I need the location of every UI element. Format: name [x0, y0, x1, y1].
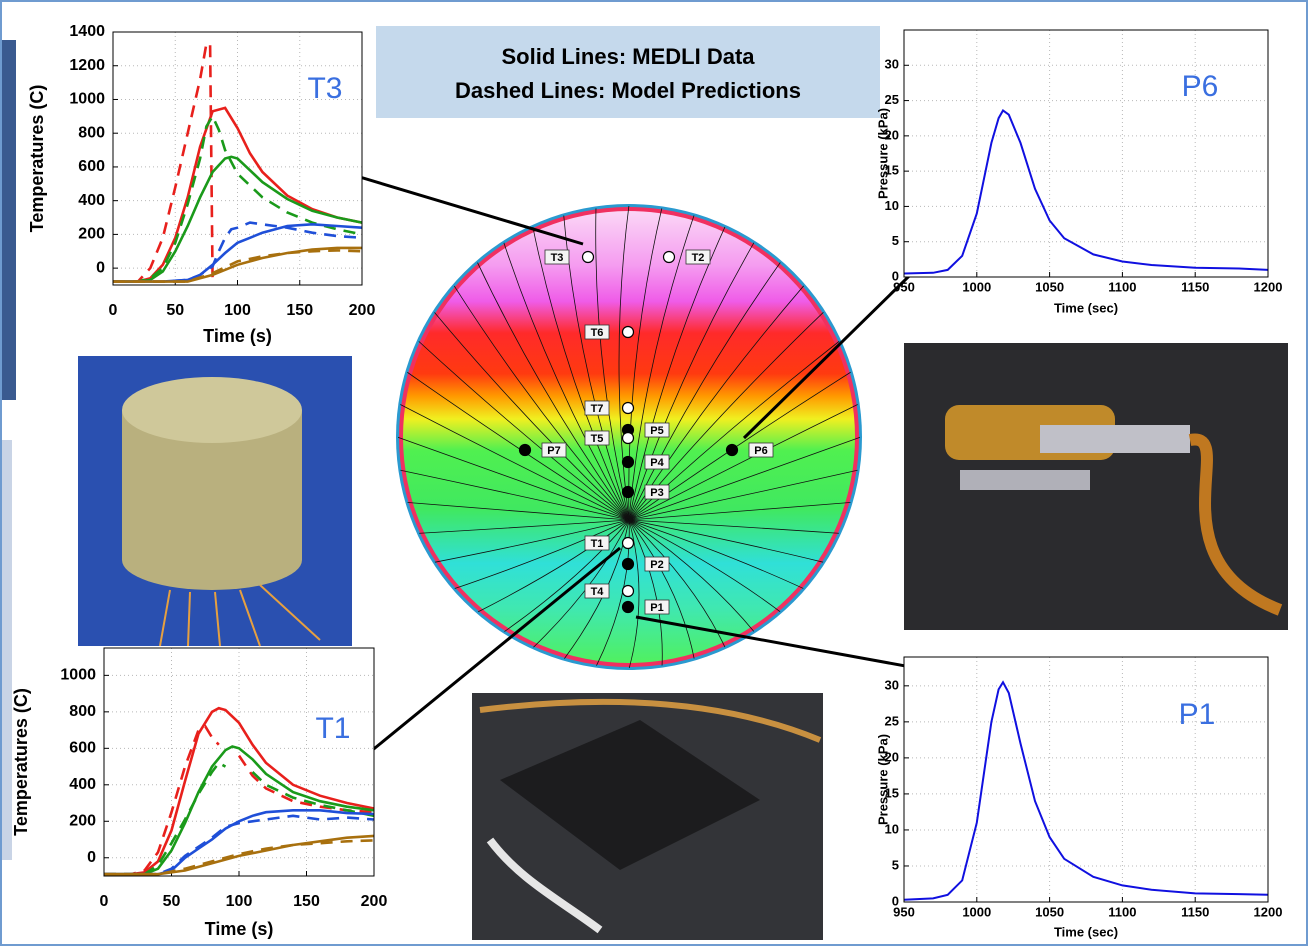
x-tick-label: 100	[224, 302, 251, 319]
sensor-dot	[727, 445, 738, 456]
x-tick-label: 0	[109, 302, 118, 319]
y-tick-label: 600	[78, 158, 105, 175]
y-tick-label: 1400	[69, 23, 105, 40]
chart-title: T3	[307, 72, 342, 105]
y-tick-label: 1000	[69, 91, 105, 108]
sensor-label: T3	[551, 252, 564, 264]
x-tick-label: 1200	[1254, 904, 1283, 919]
note-box	[376, 26, 880, 118]
x-tick-label: 150	[286, 302, 313, 319]
x-tick-label: 50	[166, 302, 184, 319]
y-axis-label: Temperatures (C)	[27, 85, 47, 233]
note-line: Dashed Lines: Model Predictions	[455, 78, 801, 103]
sensor-label: T5	[591, 433, 604, 445]
x-tick-label: 1100	[1108, 279, 1136, 294]
chart-title: P6	[1182, 70, 1219, 103]
sensor-label: P4	[650, 457, 664, 469]
sensor-dot	[623, 433, 634, 444]
y-tick-label: 600	[69, 740, 96, 757]
note-line: Solid Lines: MEDLI Data	[501, 44, 755, 69]
photo-sensor-plug	[78, 356, 352, 646]
edge-photo	[2, 40, 16, 400]
sensor-dot	[623, 538, 634, 549]
plot-area	[904, 30, 1268, 277]
sensor-dot	[520, 445, 531, 456]
sensor-label: P5	[650, 425, 663, 437]
plot-area	[104, 648, 374, 876]
x-tick-label: 950	[893, 904, 915, 919]
sensor-dot	[664, 252, 675, 263]
y-tick-label: 400	[69, 776, 96, 793]
sensor-dot	[623, 327, 634, 338]
x-tick-label: 1050	[1035, 904, 1064, 919]
sensor-dot	[623, 586, 634, 597]
x-tick-label: 1000	[962, 904, 991, 919]
y-tick-label: 1000	[60, 667, 96, 684]
sensor-dot	[623, 602, 634, 613]
sensor-dot	[623, 457, 634, 468]
x-tick-label: 200	[349, 302, 376, 319]
sensor-label: P6	[754, 445, 767, 457]
x-axis-label: Time (s)	[205, 919, 274, 939]
sensor-dot	[583, 252, 594, 263]
x-tick-label: 1050	[1035, 279, 1064, 294]
chart-title: P1	[1179, 698, 1216, 731]
sensor-dot	[623, 403, 634, 414]
y-tick-label: 30	[885, 677, 899, 692]
sensor-dot	[623, 487, 634, 498]
plot-area	[904, 657, 1268, 902]
figure: Solid Lines: MEDLI Data Dashed Lines: Mo…	[0, 0, 1308, 946]
x-tick-label: 200	[361, 893, 388, 910]
y-tick-label: 0	[96, 259, 105, 276]
sensor-label: T4	[591, 586, 605, 598]
y-tick-label: 5	[892, 857, 899, 872]
x-tick-label: 50	[163, 893, 181, 910]
y-tick-label: 200	[69, 812, 96, 829]
chart-title: T1	[315, 712, 350, 745]
x-tick-label: 1200	[1254, 279, 1283, 294]
photo-pressure-sensor	[904, 343, 1288, 630]
x-tick-label: 1000	[962, 279, 991, 294]
sensor-label: T2	[692, 252, 705, 264]
sensor-label: T1	[591, 538, 604, 550]
sensor-label: P3	[650, 487, 663, 499]
sensor-label: P1	[650, 602, 663, 614]
y-tick-label: 30	[885, 57, 899, 72]
sensor-label: P2	[650, 559, 663, 571]
x-tick-label: 1100	[1108, 904, 1136, 919]
x-axis-label: Time (sec)	[1054, 300, 1118, 315]
y-axis-label: Pressure (kPa)	[875, 734, 890, 825]
y-tick-label: 10	[885, 198, 899, 213]
sensor-label: T7	[591, 403, 604, 415]
y-tick-label: 200	[78, 226, 105, 243]
y-tick-label: 400	[78, 192, 105, 209]
page: {"legend_box": {"line1": "Solid Lines: M…	[0, 0, 1308, 946]
x-tick-label: 1150	[1181, 279, 1209, 294]
y-tick-label: 5	[892, 233, 899, 248]
sensor-dot	[623, 559, 634, 570]
x-tick-label: 1150	[1181, 904, 1209, 919]
y-tick-label: 0	[87, 849, 96, 866]
x-axis-label: Time (s)	[203, 326, 272, 346]
y-axis-label: Pressure (kPa)	[875, 108, 890, 199]
x-tick-label: 150	[293, 893, 320, 910]
x-tick-label: 100	[226, 893, 253, 910]
sensor-label: T6	[591, 327, 604, 339]
y-tick-label: 1200	[69, 57, 105, 74]
y-tick-label: 800	[69, 703, 96, 720]
x-tick-label: 950	[893, 279, 915, 294]
photo-electronics-box	[472, 693, 823, 940]
y-tick-label: 25	[885, 713, 899, 728]
x-tick-label: 0	[100, 893, 109, 910]
sensor-label: P7	[547, 445, 560, 457]
y-tick-label: 800	[78, 124, 105, 141]
y-tick-label: 25	[885, 92, 899, 107]
y-axis-label: Temperatures (C)	[11, 688, 31, 836]
x-axis-label: Time (sec)	[1054, 924, 1118, 939]
